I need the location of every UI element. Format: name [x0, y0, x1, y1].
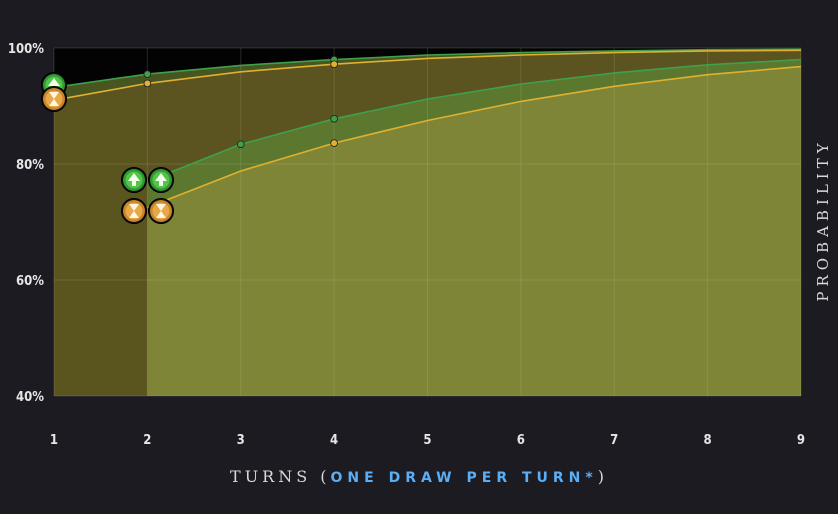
x-tick-label-3: 4 — [330, 433, 338, 448]
series-line-2 — [147, 58, 802, 183]
x-tick-label-8: 9 — [797, 433, 805, 448]
x-tick-label-6: 7 — [610, 433, 618, 448]
turn2-green-tree-icon-b — [148, 167, 174, 193]
series-point-3-4 — [330, 139, 338, 147]
y-tick-label-3: 100% — [8, 42, 44, 57]
turn-one-column — [54, 100, 148, 396]
y-axis-label-container: PROBABILITY — [808, 90, 838, 350]
series-point-2-4 — [330, 114, 338, 123]
y-tick-label-0: 40% — [16, 390, 44, 405]
y-tick-label-1: 60% — [16, 274, 44, 289]
x-axis-label: TURNS (ONE DRAW PER TURN*) — [0, 467, 838, 486]
series-point-1-4 — [330, 60, 338, 69]
turn2-gold-hourglass-icon-a — [121, 198, 147, 224]
series-line-1 — [53, 49, 802, 101]
x-axis-label-prefix: TURNS ( — [230, 467, 331, 486]
series-line-0 — [53, 48, 802, 89]
x-axis-label-suffix: ) — [597, 467, 608, 486]
series-point-1-2 — [143, 79, 152, 88]
x-axis-label-emphasis: ONE DRAW PER TURN* — [330, 470, 598, 486]
x-tick-label-0: 1 — [50, 433, 58, 448]
x-tick-label-7: 8 — [704, 433, 712, 448]
turn1-gold-hourglass-icon — [41, 86, 67, 112]
y-tick-label-2: 80% — [16, 158, 44, 173]
turn2-gold-hourglass-icon-b — [148, 198, 174, 224]
lower-area — [147, 66, 801, 396]
series-line-3 — [147, 65, 802, 209]
x-tick-label-4: 5 — [423, 433, 431, 448]
x-tick-label-2: 3 — [237, 433, 245, 448]
x-tick-label-5: 6 — [517, 433, 525, 448]
turn2-green-tree-icon-a — [121, 167, 147, 193]
series-point-0-2 — [143, 70, 152, 78]
upper-band — [54, 49, 801, 101]
y-axis-label: PROBABILITY — [814, 138, 832, 302]
series-point-2-3 — [236, 140, 245, 149]
x-tick-label-1: 2 — [143, 433, 151, 448]
